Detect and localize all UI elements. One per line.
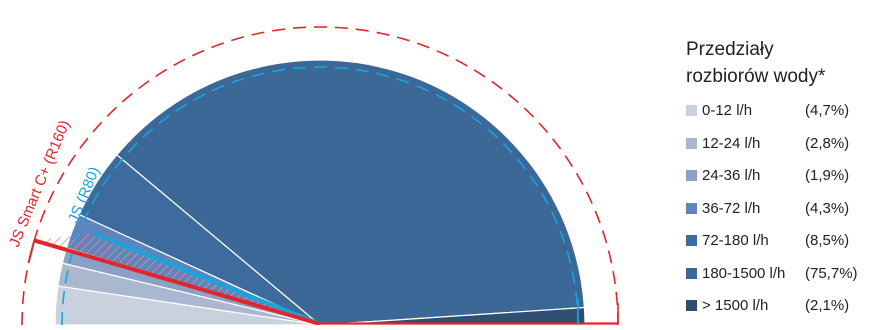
legend-title: Przedziały rozbiorów wody* (686, 36, 866, 90)
blue-indicator-line (92, 231, 321, 325)
legend-label: 24-36 l/h (702, 167, 761, 184)
annotation-label: JS Smart C+ (R160) (6, 118, 74, 250)
legend-label: > 1500 l/h (702, 297, 769, 314)
blue-dashed-arc (61, 66, 579, 325)
legend-swatch (686, 170, 697, 181)
legend-item: 24-36 l/h (1,9%) (686, 167, 866, 200)
legend-value: (2,1%) (805, 297, 850, 314)
legend-title-line-1: Przedziały (686, 39, 774, 60)
legend-value: (8,5%) (805, 232, 850, 249)
legend-swatch (686, 137, 697, 149)
red-indicator-tick (27, 240, 36, 264)
legend-label: 0-12 l/h (702, 102, 753, 119)
legend-title-line-2: rozbiorów wody* (686, 66, 826, 87)
red-dashed-arc (21, 26, 619, 325)
legend-item: 0-12 l/h (4,7%) (686, 102, 866, 135)
legend-item: 180-1500 l/h (75,7%) (686, 265, 866, 298)
legend-item: 36-72 l/h (4,3%) (686, 200, 866, 233)
legend-label: 180-1500 l/h (702, 264, 786, 282)
legend-item: 12-24 l/h (2,8%) (686, 135, 866, 168)
legend-value: (1,9%) (805, 167, 850, 184)
legend-swatch (686, 300, 697, 311)
legend-label: 72-180 l/h (702, 232, 769, 249)
legend-swatch (686, 202, 697, 214)
red-indicator-line (33, 238, 321, 325)
pie-slice (116, 59, 586, 325)
legend-value: (4,3%) (805, 199, 850, 217)
legend-label: 12-24 l/h (702, 134, 761, 152)
legend-swatch (686, 105, 697, 116)
legend-label: 36-72 l/h (702, 199, 761, 217)
legend-value: (75,7%) (805, 264, 858, 282)
legend: Przedziały rozbiorów wody* 0-12 l/h (4,7… (686, 36, 866, 330)
legend-value: (2,8%) (805, 134, 850, 152)
legend-value: (4,7%) (805, 102, 850, 119)
legend-item: > 1500 l/h (2,1%) (686, 297, 866, 330)
legend-item: 72-180 l/h (8,5%) (686, 232, 866, 265)
legend-swatch (686, 267, 697, 279)
legend-swatch (686, 235, 697, 246)
